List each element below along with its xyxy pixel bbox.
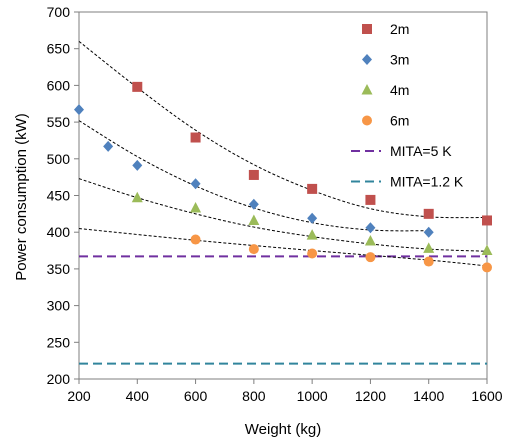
data-point-2m <box>365 194 376 205</box>
legend-marker-2m <box>362 24 372 34</box>
trend-line-4m <box>78 178 488 252</box>
legend: 2m 3m 4m 6m MITA=5 K MITA=1.2 K <box>351 21 464 190</box>
data-point-3m <box>103 140 114 152</box>
data-point-4m <box>364 235 376 246</box>
legend-label: MITA=1.2 K <box>390 174 464 190</box>
data-point-2m <box>190 132 201 143</box>
y-tick-label: 350 <box>47 261 71 277</box>
y-tick-label: 500 <box>47 151 71 167</box>
data-point-6m <box>248 244 259 255</box>
data-point-6m <box>365 252 376 263</box>
data-point-3m <box>190 178 201 190</box>
x-tick-label: 800 <box>242 388 266 404</box>
data-point-4m <box>481 244 493 256</box>
data-point-3m <box>423 226 434 238</box>
data-point-2m <box>423 208 434 219</box>
x-tick-label: 1400 <box>413 388 444 404</box>
x-tick-label: 600 <box>184 388 208 404</box>
data-point-2m <box>482 215 492 226</box>
y-tick-label: 600 <box>47 77 71 93</box>
data-point-4m <box>306 229 318 240</box>
legend-label: 2m <box>390 21 409 37</box>
plot-border <box>78 11 488 380</box>
y-tick-label: 300 <box>47 298 71 314</box>
legend-label: 3m <box>390 52 409 68</box>
data-point-3m <box>74 104 84 116</box>
data-point-4m <box>248 214 260 225</box>
data-point-4m <box>131 191 143 203</box>
legend-label: 6m <box>390 113 409 129</box>
x-tick-label: 400 <box>126 388 150 404</box>
y-tick-label: 400 <box>47 224 71 240</box>
y-tick-label: 700 <box>47 4 71 20</box>
data-point-3m <box>132 159 143 171</box>
data-point-6m <box>482 262 492 273</box>
legend-label: MITA=5 K <box>390 143 452 159</box>
y-axis-ticks: 200 250 300 350 400 450 500 550 600 650 700 <box>47 4 79 387</box>
data-point-3m <box>365 222 376 234</box>
y-tick-label: 550 <box>47 114 71 130</box>
legend-marker-4m <box>361 84 373 95</box>
data-points <box>74 81 493 273</box>
data-point-4m <box>190 201 202 213</box>
x-tick-label: 1200 <box>355 388 386 404</box>
y-tick-label: 450 <box>47 188 71 204</box>
data-point-2m <box>307 183 318 194</box>
x-tick-label: 1600 <box>471 388 502 404</box>
trend-line-6m <box>78 228 488 267</box>
data-point-3m <box>307 212 318 224</box>
y-tick-label: 200 <box>47 371 71 387</box>
y-tick-label: 250 <box>47 334 71 350</box>
x-tick-label: 1000 <box>297 388 328 404</box>
plot-area <box>78 11 488 380</box>
y-axis-title: Power consumption (kW) <box>13 113 30 281</box>
x-axis-ticks: 200 400 600 800 1000 1200 1400 1600 <box>67 379 503 404</box>
legend-label: 4m <box>390 82 409 98</box>
reference-lines <box>79 255 487 365</box>
legend-marker-6m <box>362 115 372 126</box>
data-point-6m <box>423 256 434 267</box>
data-point-2m <box>248 169 259 180</box>
y-tick-label: 650 <box>47 41 71 57</box>
data-point-6m <box>190 234 201 245</box>
data-point-6m <box>307 248 318 259</box>
x-tick-label: 200 <box>67 388 91 404</box>
data-point-4m <box>423 242 435 253</box>
trend-line-2m <box>78 40 488 219</box>
data-point-3m <box>248 198 259 210</box>
x-axis-title: Weight (kg) <box>245 421 321 438</box>
legend-marker-3m <box>362 54 372 65</box>
data-point-2m <box>132 81 143 92</box>
